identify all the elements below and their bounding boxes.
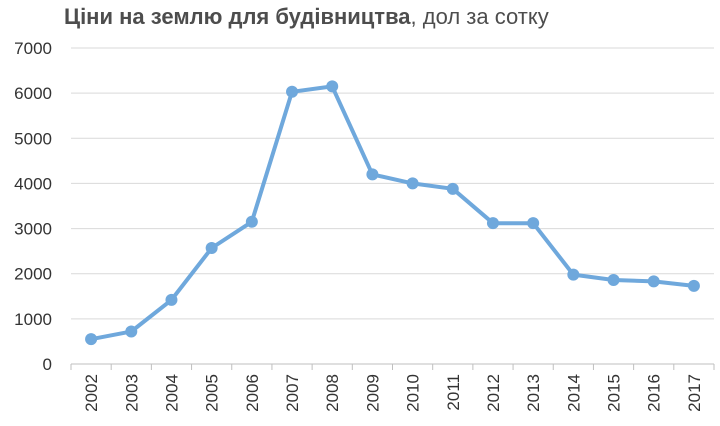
x-tick-label: 2007 [283, 374, 302, 412]
series-layer [85, 80, 700, 346]
x-tick-label: 2014 [564, 374, 583, 412]
y-tick-label: 3000 [14, 220, 52, 239]
data-point [326, 80, 339, 93]
data-point [205, 241, 218, 254]
y-tick-label: 7000 [14, 39, 52, 58]
y-tick-label: 4000 [14, 174, 52, 193]
y-tick-label: 2000 [14, 265, 52, 284]
x-tick-label: 2009 [363, 374, 382, 412]
x-tick-label: 2010 [404, 374, 423, 412]
chart-title-units: , дол за сотку [410, 4, 549, 29]
data-point [366, 168, 379, 181]
x-tick-label: 2011 [444, 374, 463, 411]
x-tick-label: 2006 [243, 374, 262, 412]
x-tick-label: 2008 [323, 374, 342, 412]
data-point [647, 275, 660, 288]
x-tick-label: 2004 [162, 374, 181, 412]
series-line [89, 84, 696, 342]
x-tick-label: 2015 [605, 374, 624, 412]
chart-title-main: Ціни на землю для будівництва [64, 4, 411, 29]
y-axis-ticks: 0 1000 2000 3000 4000 5000 6000 7000 [14, 39, 52, 374]
data-point [125, 325, 138, 338]
x-tick-label: 2016 [645, 374, 664, 412]
x-axis-ticks: 2002 2003 2004 2005 2006 2007 2008 2009 2010 2011… [70, 364, 715, 412]
y-tick-label: 5000 [14, 129, 52, 148]
x-tick-label: 2013 [524, 374, 543, 412]
x-tick-label: 2012 [484, 374, 503, 412]
data-point [607, 274, 620, 287]
x-tick-label: 2003 [122, 374, 141, 412]
data-point [527, 217, 540, 230]
data-point [165, 293, 178, 306]
data-point [286, 85, 299, 98]
data-point [85, 333, 98, 346]
data-point [687, 279, 700, 292]
data-point [245, 215, 258, 228]
gridlines [71, 47, 714, 365]
y-tick-label: 6000 [14, 84, 52, 103]
x-tick-label: 2017 [685, 374, 704, 412]
chart-title: Ціни на землю для будівництва, дол за со… [64, 4, 549, 30]
data-point [446, 182, 459, 195]
data-point [486, 217, 499, 230]
y-tick-label: 1000 [14, 310, 52, 329]
x-tick-label: 2005 [203, 374, 222, 412]
x-tick-label: 2002 [82, 374, 101, 412]
data-point [567, 268, 580, 281]
data-point [406, 177, 419, 190]
y-tick-label: 0 [43, 355, 52, 374]
